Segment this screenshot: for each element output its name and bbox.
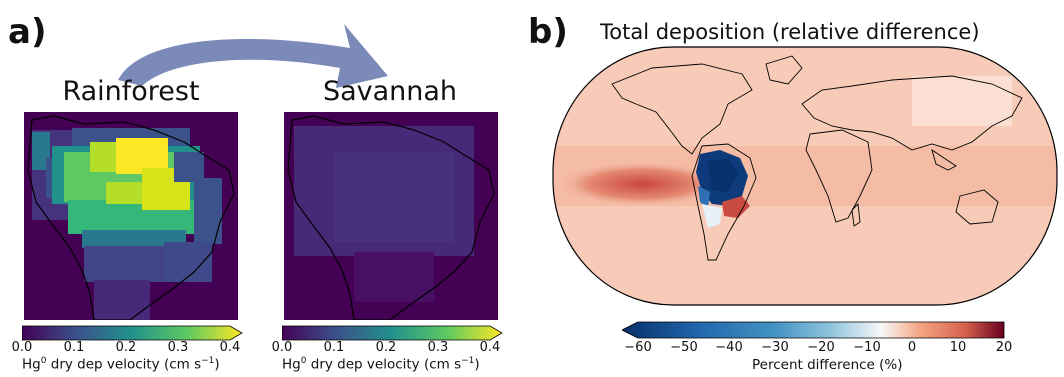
cb-b-tick: −60 [624,340,652,355]
north-america-outline [611,63,753,155]
cb-a2-tick: 0.4 [479,340,501,355]
cb-a1-tick: 0.4 [219,340,241,355]
colorbar-rainforest [22,325,243,341]
map-title-rainforest: Rainforest [62,76,200,107]
cb-a1-tick: 0.1 [63,340,85,355]
cb-b-tick: −20 [807,340,835,355]
cb-a1-tick: 0.0 [11,340,33,355]
panel-b-letter: b) [528,12,568,52]
africa-outline [805,129,873,223]
amazon-negative-region [696,150,750,228]
savannah-map [284,112,498,320]
cb-a2-tick: 0.0 [271,340,293,355]
cb-a2-tick: 0.3 [427,340,449,355]
indonesia-outline [931,148,957,171]
australia-outline [955,189,999,225]
map-title-savannah: Savannah [322,76,458,107]
cb-b-tick: −50 [670,340,698,355]
colorbar-percent-difference [622,321,1005,339]
cb-a2-tick: 0.1 [323,340,345,355]
colorbar-savannah-label: Hg0 dry dep velocity (cm s−1) [282,356,480,373]
south-america-outline [691,143,757,261]
world-deposition-map [552,46,1058,306]
cb-b-tick: 20 [995,340,1013,355]
madagascar-outline [851,203,861,227]
cb-a1-tick: 0.2 [115,340,137,355]
cb-b-tick: −30 [761,340,789,355]
panel-b-title: Total deposition (relative difference) [600,20,980,44]
cb-b-tick: −10 [853,340,881,355]
cb-a1-tick: 0.3 [167,340,189,355]
colorbar-rainforest-label: Hg0 dry dep velocity (cm s−1) [22,356,220,373]
cb-b-tick: −40 [715,340,743,355]
savannah-velocity-field [294,126,474,302]
cb-b-tick: 10 [949,340,967,355]
greenland-outline [765,55,803,85]
rainforest-velocity-field [32,128,222,320]
rainforest-map [24,112,238,320]
cb-a2-tick: 0.2 [375,340,397,355]
cb-b-tick: 0 [907,340,917,355]
colorbar-savannah [282,325,503,341]
eurasia-outline [801,75,1023,151]
panel-a-letter: a) [8,12,47,52]
colorbar-percent-label: Percent difference (%) [752,357,903,373]
transition-arrow-icon [118,24,388,88]
